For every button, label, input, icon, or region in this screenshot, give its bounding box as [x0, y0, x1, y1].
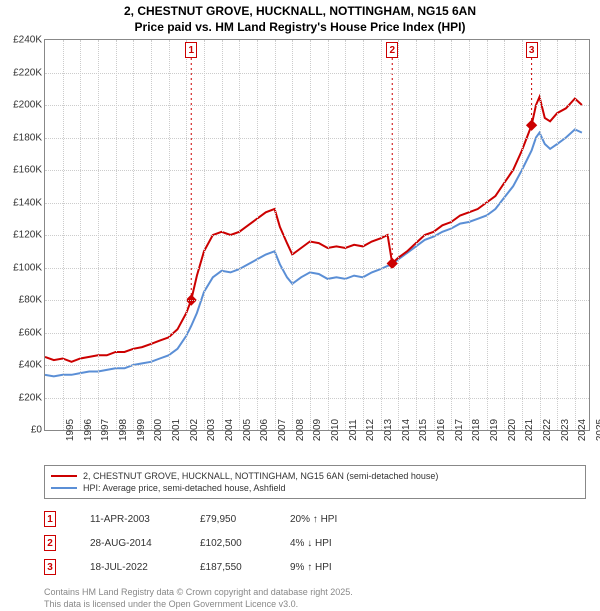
- gridline-v: [169, 40, 170, 430]
- gridline-v: [98, 40, 99, 430]
- gridline-v: [133, 40, 134, 430]
- gridline-h: [45, 300, 589, 301]
- gridline-v: [257, 40, 258, 430]
- gridline-v: [204, 40, 205, 430]
- y-axis-label: £240K: [13, 35, 45, 46]
- gridline-h: [45, 398, 589, 399]
- legend-label: HPI: Average price, semi-detached house,…: [83, 483, 285, 493]
- y-axis-label: £200K: [13, 100, 45, 111]
- gridline-h: [45, 365, 589, 366]
- gridline-v: [381, 40, 382, 430]
- legend-row: 2, CHESTNUT GROVE, HUCKNALL, NOTTINGHAM,…: [51, 470, 579, 482]
- sale-marker-box: 3: [526, 42, 538, 58]
- gridline-v: [451, 40, 452, 430]
- gridline-v: [487, 40, 488, 430]
- gridline-h: [45, 203, 589, 204]
- gridline-v: [292, 40, 293, 430]
- legend-row: HPI: Average price, semi-detached house,…: [51, 482, 579, 494]
- legend-swatch: [51, 475, 77, 477]
- y-axis-label: £80K: [19, 295, 45, 306]
- event-delta: 4% ↓ HPI: [290, 538, 586, 549]
- y-axis-label: £220K: [13, 67, 45, 78]
- footer: Contains HM Land Registry data © Crown c…: [44, 587, 586, 610]
- y-axis-label: £160K: [13, 165, 45, 176]
- gridline-h: [45, 333, 589, 334]
- gridline-v: [80, 40, 81, 430]
- gridline-v: [540, 40, 541, 430]
- event-row: 1 11-APR-2003 £79,950 20% ↑ HPI: [44, 507, 586, 531]
- event-price: £79,950: [200, 514, 280, 525]
- gridline-h: [45, 138, 589, 139]
- footer-line-2: This data is licensed under the Open Gov…: [44, 599, 586, 611]
- gridline-v: [116, 40, 117, 430]
- y-axis-label: £40K: [19, 360, 45, 371]
- gridline-v: [575, 40, 576, 430]
- title-line-1: 2, CHESTNUT GROVE, HUCKNALL, NOTTINGHAM,…: [0, 4, 600, 20]
- event-marker: 2: [44, 535, 56, 551]
- legend-label: 2, CHESTNUT GROVE, HUCKNALL, NOTTINGHAM,…: [83, 471, 438, 481]
- gridline-h: [45, 170, 589, 171]
- y-axis-label: £140K: [13, 197, 45, 208]
- gridline-v: [328, 40, 329, 430]
- x-axis-label: 2025: [575, 419, 600, 441]
- y-axis-label: £180K: [13, 132, 45, 143]
- gridline-v: [434, 40, 435, 430]
- chart-container: 2, CHESTNUT GROVE, HUCKNALL, NOTTINGHAM,…: [0, 0, 600, 590]
- gridline-v: [469, 40, 470, 430]
- plot-area: £0£20K£40K£60K£80K£100K£120K£140K£160K£1…: [44, 39, 590, 431]
- gridline-h: [45, 73, 589, 74]
- gridline-v: [522, 40, 523, 430]
- gridline-v: [557, 40, 558, 430]
- gridline-v: [222, 40, 223, 430]
- y-axis-label: £100K: [13, 262, 45, 273]
- series-hpi: [45, 130, 582, 377]
- sale-marker-box: 2: [386, 42, 398, 58]
- gridline-h: [45, 235, 589, 236]
- y-axis-label: £20K: [19, 392, 45, 403]
- gridline-v: [63, 40, 64, 430]
- y-axis-label: £120K: [13, 230, 45, 241]
- event-marker: 3: [44, 559, 56, 575]
- event-date: 18-JUL-2022: [90, 562, 190, 573]
- event-date: 11-APR-2003: [90, 514, 190, 525]
- gridline-v: [398, 40, 399, 430]
- title-line-2: Price paid vs. HM Land Registry's House …: [0, 20, 600, 36]
- footer-line-1: Contains HM Land Registry data © Crown c…: [44, 587, 586, 599]
- gridline-v: [310, 40, 311, 430]
- event-price: £102,500: [200, 538, 280, 549]
- chart-title: 2, CHESTNUT GROVE, HUCKNALL, NOTTINGHAM,…: [0, 0, 600, 35]
- sale-marker-diamond: [526, 120, 537, 131]
- gridline-v: [151, 40, 152, 430]
- gridline-v: [239, 40, 240, 430]
- event-delta: 9% ↑ HPI: [290, 562, 586, 573]
- gridline-h: [45, 268, 589, 269]
- legend-swatch: [51, 487, 77, 489]
- legend: 2, CHESTNUT GROVE, HUCKNALL, NOTTINGHAM,…: [44, 465, 586, 499]
- event-delta: 20% ↑ HPI: [290, 514, 586, 525]
- events-list: 1 11-APR-2003 £79,950 20% ↑ HPI 2 28-AUG-2014…: [44, 507, 586, 579]
- event-marker: 1: [44, 511, 56, 527]
- y-axis-label: £0: [31, 425, 45, 436]
- y-axis-label: £60K: [19, 327, 45, 338]
- event-price: £187,550: [200, 562, 280, 573]
- gridline-v: [504, 40, 505, 430]
- gridline-v: [345, 40, 346, 430]
- gridline-v: [275, 40, 276, 430]
- gridline-v: [363, 40, 364, 430]
- event-row: 3 18-JUL-2022 £187,550 9% ↑ HPI: [44, 555, 586, 579]
- gridline-v: [186, 40, 187, 430]
- event-date: 28-AUG-2014: [90, 538, 190, 549]
- sale-marker-box: 1: [185, 42, 197, 58]
- gridline-v: [416, 40, 417, 430]
- event-row: 2 28-AUG-2014 £102,500 4% ↓ HPI: [44, 531, 586, 555]
- gridline-h: [45, 105, 589, 106]
